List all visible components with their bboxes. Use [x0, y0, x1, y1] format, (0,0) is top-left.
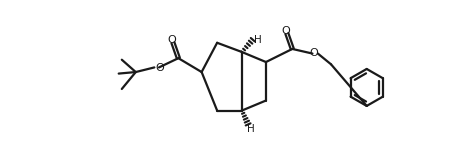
Text: O: O	[168, 35, 177, 45]
Text: H: H	[247, 124, 255, 134]
Text: O: O	[155, 63, 164, 73]
Text: H: H	[254, 35, 261, 45]
Text: O: O	[309, 48, 318, 58]
Text: O: O	[282, 26, 290, 36]
